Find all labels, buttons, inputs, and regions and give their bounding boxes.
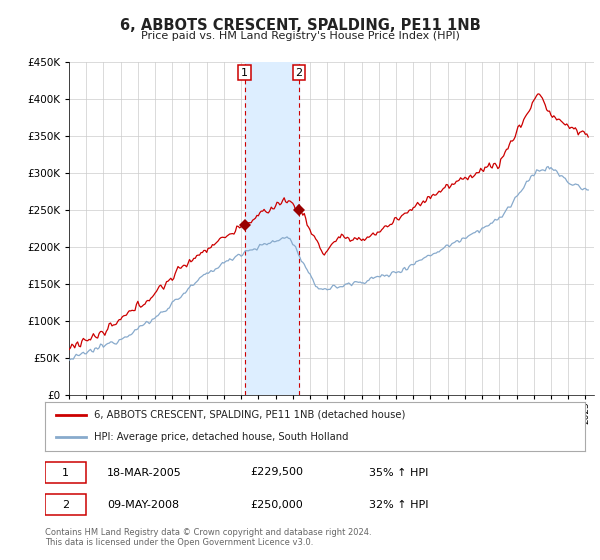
Text: 2: 2 — [62, 500, 69, 510]
FancyBboxPatch shape — [45, 494, 86, 515]
Text: £229,500: £229,500 — [250, 468, 303, 478]
Bar — [245, 62, 299, 395]
Text: 1: 1 — [241, 68, 248, 78]
Text: Contains HM Land Registry data © Crown copyright and database right 2024.: Contains HM Land Registry data © Crown c… — [45, 528, 371, 536]
FancyBboxPatch shape — [45, 462, 86, 483]
Text: 2: 2 — [296, 68, 303, 78]
Text: 6, ABBOTS CRESCENT, SPALDING, PE11 1NB (detached house): 6, ABBOTS CRESCENT, SPALDING, PE11 1NB (… — [94, 410, 405, 420]
Text: 18-MAR-2005: 18-MAR-2005 — [107, 468, 182, 478]
Text: 6, ABBOTS CRESCENT, SPALDING, PE11 1NB: 6, ABBOTS CRESCENT, SPALDING, PE11 1NB — [119, 18, 481, 33]
Text: Price paid vs. HM Land Registry's House Price Index (HPI): Price paid vs. HM Land Registry's House … — [140, 31, 460, 41]
Text: HPI: Average price, detached house, South Holland: HPI: Average price, detached house, Sout… — [94, 432, 348, 442]
Text: 1: 1 — [62, 468, 69, 478]
Text: 09-MAY-2008: 09-MAY-2008 — [107, 500, 179, 510]
Text: 35% ↑ HPI: 35% ↑ HPI — [369, 468, 428, 478]
Text: 32% ↑ HPI: 32% ↑ HPI — [369, 500, 428, 510]
Text: This data is licensed under the Open Government Licence v3.0.: This data is licensed under the Open Gov… — [45, 538, 313, 547]
Text: £250,000: £250,000 — [250, 500, 303, 510]
